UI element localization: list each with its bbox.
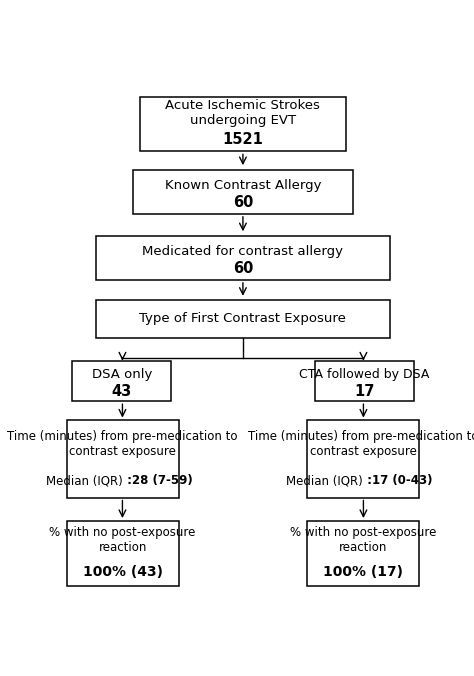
Bar xyxy=(72,360,171,402)
Text: Known Contrast Allergy: Known Contrast Allergy xyxy=(164,178,321,191)
Text: :17 (0-43): :17 (0-43) xyxy=(0,675,1,676)
Bar xyxy=(66,521,179,586)
Text: 60: 60 xyxy=(233,262,253,276)
Text: 100% (17): 100% (17) xyxy=(323,564,403,579)
Text: Time (minutes) from pre-medication to
contrast exposure: Time (minutes) from pre-medication to co… xyxy=(248,430,474,458)
Text: 100% (43): 100% (43) xyxy=(82,564,163,579)
Text: Type of First Contrast Exposure: Type of First Contrast Exposure xyxy=(139,312,346,326)
Bar xyxy=(96,300,390,338)
Text: CTA followed by DSA: CTA followed by DSA xyxy=(299,368,429,381)
Text: Median (IQR): Median (IQR) xyxy=(286,474,363,487)
Text: :28 (7-59): :28 (7-59) xyxy=(123,474,192,487)
Bar xyxy=(133,170,353,214)
Text: Median (IQR): Median (IQR) xyxy=(0,675,1,676)
Text: :28 (7-59): :28 (7-59) xyxy=(0,675,1,676)
Bar xyxy=(140,97,346,151)
Text: % with no post-exposure
reaction: % with no post-exposure reaction xyxy=(290,527,437,554)
Text: :17 (0-43): :17 (0-43) xyxy=(363,474,433,487)
Bar xyxy=(307,521,419,586)
Text: 43: 43 xyxy=(111,383,132,399)
Text: Acute Ischemic Strokes
undergoing EVT: Acute Ischemic Strokes undergoing EVT xyxy=(165,99,320,127)
Bar xyxy=(315,360,414,402)
Text: Median (IQR): Median (IQR) xyxy=(46,474,123,487)
Text: 17: 17 xyxy=(354,383,374,399)
Text: % with no post-exposure
reaction: % with no post-exposure reaction xyxy=(49,527,196,554)
Bar xyxy=(307,420,419,498)
Text: Medicated for contrast allergy: Medicated for contrast allergy xyxy=(142,245,344,258)
Bar xyxy=(96,236,390,280)
Text: Median (IQR): Median (IQR) xyxy=(0,675,1,676)
Text: DSA only: DSA only xyxy=(91,368,152,381)
Bar xyxy=(66,420,179,498)
Text: Time (minutes) from pre-medication to
contrast exposure: Time (minutes) from pre-medication to co… xyxy=(8,430,238,458)
Text: 1521: 1521 xyxy=(222,132,264,147)
Text: 60: 60 xyxy=(233,195,253,210)
